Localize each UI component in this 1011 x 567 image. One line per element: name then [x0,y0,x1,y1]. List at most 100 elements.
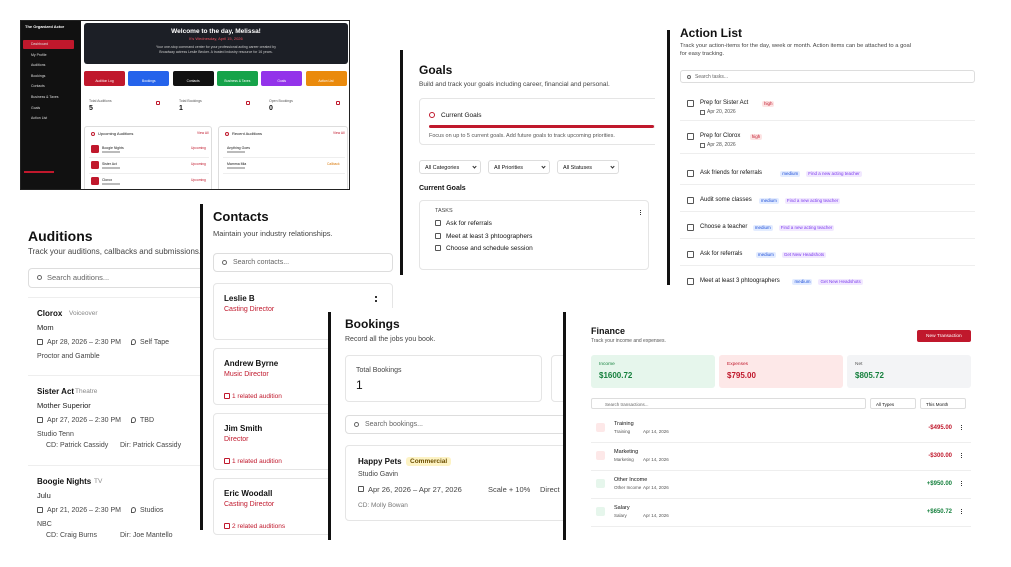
priority-tag: medium [758,197,779,204]
summary-label: Expenses [727,362,749,367]
quick-action-label[interactable]: Business & Taxes [224,79,251,83]
auditions-panel: Auditions Track your auditions, callbacks… [20,222,202,542]
nav-item[interactable]: Contacts [31,84,45,89]
related-auditions[interactable]: 1 related audition [232,393,282,400]
transaction-icon [596,423,605,432]
row-name: Sister Act [102,162,117,166]
search-box[interactable]: Search contacts... [213,253,393,272]
contact-role: Casting Director [224,501,275,508]
more-icon[interactable] [961,481,963,486]
nav-item[interactable]: Bookings [31,73,46,78]
audition-card[interactable]: Sister Act Theatre Mother Superior Apr 27, … [28,375,202,457]
goals-panel: Goals Build and track your goals includin… [403,48,655,274]
search-box[interactable]: Search auditions... [28,268,202,288]
priority-tag: medium [792,278,813,285]
quick-action[interactable]: Action List [305,71,347,86]
booking-card[interactable]: Happy Pets Commercial Studio Gavin Apr 26, … [345,445,563,521]
filter-label[interactable]: All Categories [425,164,460,171]
more-icon [375,296,377,302]
filter-label[interactable]: All Priorities [494,164,524,171]
audition-card[interactable]: Clorox Voiceover Mom Apr 28, 2026 – 2:30 PM… [28,297,202,367]
checkbox[interactable] [687,224,694,231]
quick-action-label[interactable]: Goals [277,79,286,83]
checkbox[interactable] [687,133,694,140]
filter-label[interactable]: All Statuses [563,164,593,171]
nav-item[interactable]: Action List [31,116,48,121]
nav-item[interactable]: Goals [31,105,41,110]
dashboard-panel: The Organized Actor Dashboard My Profile Au… [20,20,350,190]
row-separator [680,120,975,121]
chevron [610,164,615,169]
search-placeholder[interactable]: Search transactions... [605,402,649,407]
search-box[interactable]: Search transactions... [591,398,866,409]
filter-select[interactable]: All Categories [419,160,481,174]
row-separator [680,265,975,266]
checkbox[interactable] [435,245,441,252]
view-all[interactable]: View All [197,131,209,135]
chevron [472,164,477,169]
search-placeholder[interactable]: Search tasks... [695,73,729,80]
quick-action-label[interactable]: Audition Log [95,79,114,83]
search-box[interactable]: Search bookings... [345,415,563,434]
filter-label[interactable]: All Types [876,402,895,407]
related-auditions[interactable]: 1 related audition [232,458,282,465]
goal-link[interactable]: Get New Headshots [781,251,827,258]
transaction-icon [596,507,605,516]
goal-link[interactable]: Find a new acting teacher [806,170,862,177]
checkbox[interactable] [687,170,694,177]
quick-action[interactable]: Audition Log [84,71,125,86]
contact-name: Eric Woodall [224,489,273,498]
goal-link[interactable]: Get New Headshots [818,278,863,285]
related-auditions[interactable]: 2 related auditions [232,523,286,530]
filter-select[interactable]: All Statuses [557,160,619,174]
nav-active [23,40,74,49]
stat-value: 0 [269,105,273,112]
row-icon [91,161,99,169]
filter-select[interactable]: This Month [920,398,966,409]
nav-item[interactable]: Business & Taxes [31,95,59,99]
nav-item[interactable]: Auditions [31,63,46,68]
more-icon [640,210,642,215]
row-sub [227,151,245,153]
search-placeholder[interactable]: Search contacts... [233,259,290,266]
quick-action[interactable]: Goals [261,71,303,86]
quick-action[interactable]: Business & Taxes [216,71,258,86]
button-label[interactable]: New Transaction [926,333,962,339]
audition-cd: CD: Patrick Cassidy [46,442,109,449]
nav-item[interactable]: Dashboard [31,42,49,46]
more-icon[interactable] [961,425,963,430]
goal-link[interactable]: Find a new acting teacher [778,224,835,231]
checkbox[interactable] [687,100,694,107]
quick-action-label[interactable]: Contacts [186,79,200,83]
audition-card[interactable]: Boogie Nights TV Julu Apr 21, 2026 – 2:30 P… [28,465,202,542]
goal-link[interactable]: Find a new acting teacher [784,197,841,204]
checkbox[interactable] [687,197,694,204]
checkbox[interactable] [435,220,441,226]
view-all[interactable]: View All [333,131,345,135]
search-box[interactable]: Search tasks... [680,70,975,83]
quick-action[interactable]: Contacts [172,71,214,86]
checkbox[interactable] [687,251,694,258]
filter-select[interactable]: All Priorities [488,160,550,174]
search-placeholder[interactable]: Search bookings... [365,421,423,428]
action-name: Prep for Sister Act [700,100,749,106]
search-placeholder[interactable]: Search auditions... [47,273,110,282]
new-transaction-button[interactable]: New Transaction [917,330,971,342]
nav-item[interactable]: My Profile [31,52,47,57]
row-separator [680,211,975,212]
upcoming-card: Upcoming Auditions View All Boogie Nights U… [84,126,212,189]
filter-label[interactable]: This Month [926,402,949,407]
more-icon[interactable] [961,509,963,514]
search-icon [354,422,359,427]
quick-action-label[interactable]: Action List [318,79,334,83]
quick-action[interactable]: Bookings [128,71,170,86]
page-title: Action List [680,26,742,40]
calendar-icon [37,417,43,423]
quick-action-label[interactable]: Bookings [142,79,156,83]
filter-select[interactable]: All Types [870,398,916,409]
more-icon[interactable] [961,453,963,458]
row-separator [680,238,975,239]
checkbox[interactable] [687,278,694,285]
welcome-intro: Your one-stop command center for your pr… [156,45,276,49]
checkbox[interactable] [435,232,441,239]
